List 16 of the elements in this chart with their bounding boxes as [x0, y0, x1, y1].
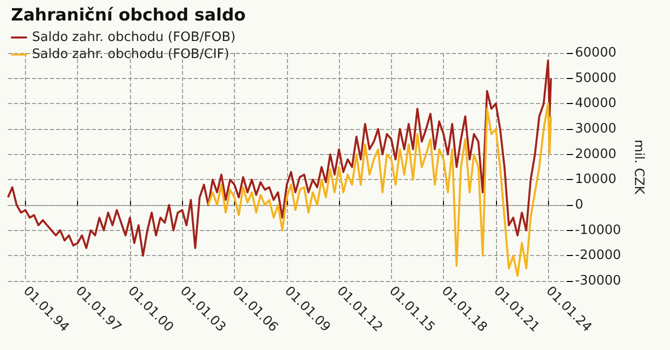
- line-series: [207, 102, 552, 277]
- y-tick-label: 50000: [575, 70, 616, 86]
- y-tick-label: -30000: [575, 274, 622, 288]
- chart-title: Zahraniční obchod saldo: [11, 6, 246, 26]
- y-tick-label: 30000: [575, 122, 616, 136]
- y-tick-label: 20000: [575, 146, 616, 162]
- y-tick-label: -20000: [575, 248, 622, 264]
- y-tick-label: 10000: [575, 172, 616, 188]
- legend-label: Saldo zahr. obchodu (FOB/FOB): [32, 30, 236, 45]
- y-tick-label: 0: [575, 198, 584, 212]
- y-tick-label: 40000: [575, 96, 616, 112]
- legend-label: Saldo zahr. obchodu (FOB/CIF): [32, 47, 230, 62]
- y-axis-title: mil. CZK: [630, 140, 646, 195]
- y-tick-label: 60000: [575, 46, 616, 60]
- y-tick-label: -10000: [575, 222, 622, 238]
- line-series: [7, 60, 552, 257]
